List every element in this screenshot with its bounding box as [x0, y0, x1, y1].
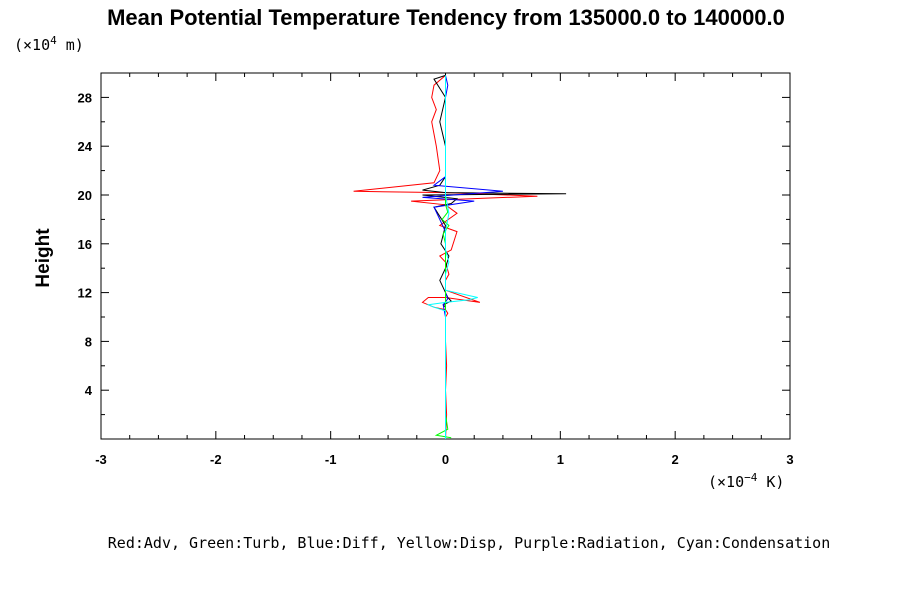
y-tick-label: 8: [85, 334, 92, 349]
y-tick-label: 12: [78, 286, 92, 301]
y-axis-label: Height: [33, 228, 54, 288]
x-tick-labels: -3 -2 -1 0 1 2 3: [95, 452, 793, 467]
y-tick-label: 24: [78, 139, 93, 154]
chart-title: Mean Potential Temperature Tendency from…: [107, 5, 785, 30]
y-tick-label: 4: [85, 383, 93, 398]
series-line: [422, 75, 503, 439]
minor-ticks: [100, 72, 791, 439]
x-tick-label: 0: [442, 452, 449, 467]
x-tick-label: -3: [95, 452, 107, 467]
x-tick-label: 1: [557, 452, 564, 467]
y-tick-label: 20: [78, 188, 92, 203]
x-tick-label: 2: [672, 452, 679, 467]
y-unit-label: (×104 m): [14, 34, 84, 54]
legend-text: Red:Adv, Green:Turb, Blue:Diff, Yellow:D…: [108, 534, 830, 552]
series-line: [426, 75, 478, 439]
y-tick-label: 28: [78, 90, 92, 105]
y-tick-labels: 4 8 12 16 20 24 28: [78, 90, 93, 398]
x-tick-label: -2: [210, 452, 222, 467]
series-line: [422, 74, 567, 439]
x-unit-label: (×10−4 K): [708, 471, 784, 491]
y-tick-label: 16: [78, 237, 92, 252]
series-layer: [353, 74, 567, 440]
series-line: [434, 195, 452, 439]
x-tick-label: 3: [786, 452, 793, 467]
x-tick-label: -1: [325, 452, 337, 467]
